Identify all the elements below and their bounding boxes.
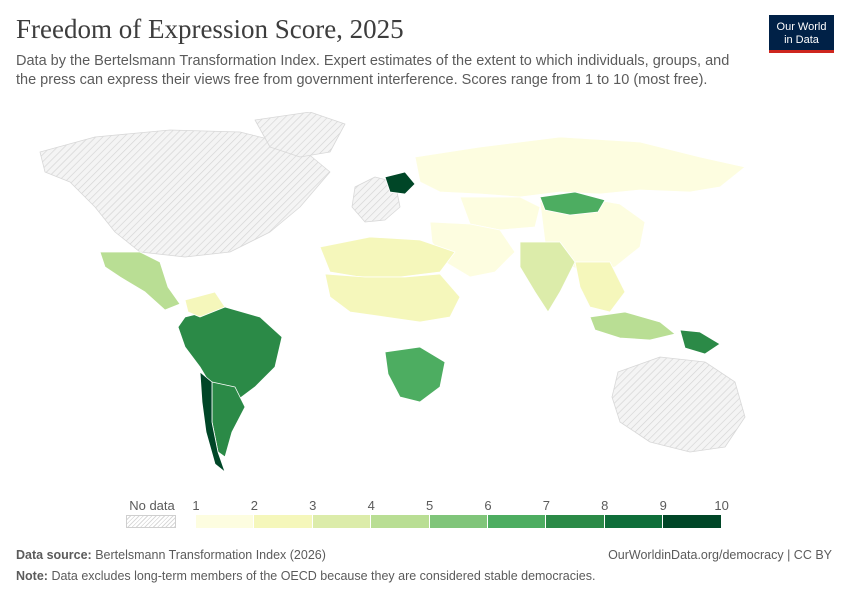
map-region-mexico[interactable]: [99, 251, 181, 311]
legend-bin-1[interactable]: [196, 515, 255, 528]
map-region-india[interactable]: [519, 241, 576, 313]
map-region-russia[interactable]: [414, 136, 746, 198]
map-region-greenland-no-data[interactable]: [254, 112, 346, 158]
data-source: Data source: Bertelsmann Transformation …: [16, 548, 326, 562]
note-label: Note:: [16, 569, 48, 583]
source-label: Data source:: [16, 548, 92, 562]
footnote: Note: Data excludes long-term members of…: [16, 569, 595, 583]
legend-color-scale[interactable]: [196, 515, 722, 528]
logo-line-1: Our World: [776, 21, 827, 33]
legend-tick: 9: [659, 498, 667, 513]
map-region-chile[interactable]: [199, 371, 226, 473]
legend-bin-3[interactable]: [312, 515, 372, 528]
legend-tick: 10: [714, 498, 729, 513]
legend-bin-4[interactable]: [371, 515, 430, 528]
chart-title: Freedom of Expression Score, 2025: [16, 14, 404, 44]
map-region-indonesia[interactable]: [589, 311, 676, 341]
legend-bin-6[interactable]: [487, 515, 547, 528]
legend-bin-7[interactable]: [546, 515, 605, 528]
map-region-australia-no-data[interactable]: [611, 356, 746, 453]
map-region-southern-africa[interactable]: [384, 346, 446, 403]
map-region-brazil[interactable]: [177, 306, 283, 403]
chart-subtitle: Data by the Bertelsmann Transformation I…: [16, 53, 730, 88]
legend-bin-8[interactable]: [604, 515, 664, 528]
legend-tick: 1: [192, 498, 200, 513]
legend-no-data-swatch[interactable]: [126, 515, 176, 528]
legend-bin-5[interactable]: [429, 515, 488, 528]
legend-bin-9[interactable]: [663, 515, 722, 528]
map-region-venezuela[interactable]: [184, 291, 226, 318]
map-region-north-africa[interactable]: [319, 236, 456, 278]
license-link[interactable]: OurWorldinData.org/democracy | CC BY: [608, 548, 832, 562]
world-map[interactable]: [0, 112, 850, 482]
legend-tick: 7: [542, 498, 550, 513]
legend-tick: 4: [367, 498, 375, 513]
legend-tick: 3: [309, 498, 317, 513]
map-region-western-europe-no-data[interactable]: [351, 176, 401, 223]
legend-bin-2[interactable]: [254, 515, 313, 528]
source-text[interactable]: Bertelsmann Transformation Index (2026): [95, 548, 326, 562]
map-region-canada-us-no-data[interactable]: [39, 129, 331, 258]
map-region-poland-baltics[interactable]: [384, 171, 416, 195]
logo-line-2: in Data: [784, 34, 819, 46]
legend-tick: 6: [484, 498, 492, 513]
legend-tick: 5: [425, 498, 434, 513]
map-region-papua-new-guinea[interactable]: [679, 329, 721, 355]
map-region-sahel[interactable]: [324, 273, 461, 323]
legend-tick: 2: [250, 498, 258, 513]
note-text: Data excludes long-term members of the O…: [51, 569, 596, 583]
map-region-southeast-asia[interactable]: [574, 261, 626, 313]
map-region-mongolia[interactable]: [539, 191, 606, 216]
owid-logo[interactable]: Our World in Data: [769, 15, 834, 53]
legend-tick: 8: [601, 498, 609, 513]
legend-no-data-label: No data: [129, 498, 175, 513]
